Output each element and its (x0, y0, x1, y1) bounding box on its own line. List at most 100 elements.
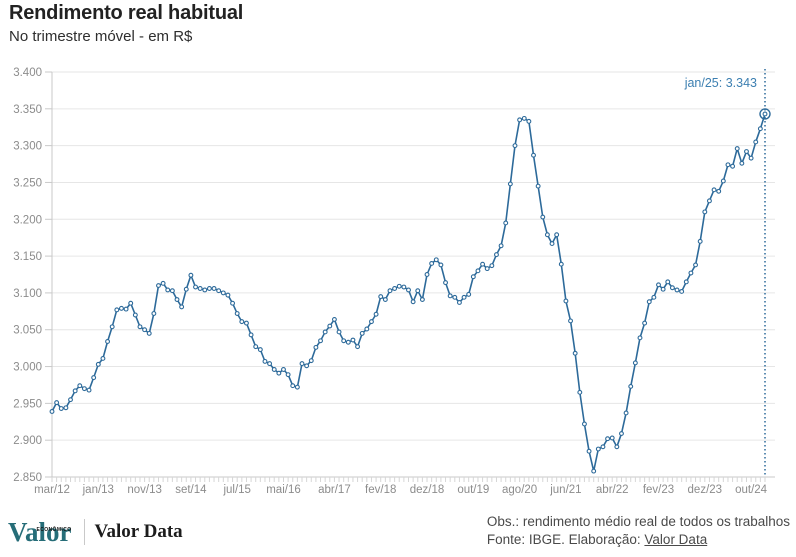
data-point-marker (619, 431, 624, 436)
x-tick-label: jun/21 (549, 484, 581, 496)
data-point-marker (734, 146, 740, 152)
data-point-marker (114, 307, 120, 313)
y-tick-label: 3.250 (13, 177, 42, 189)
y-tick-label: 3.100 (13, 288, 42, 300)
data-point-marker (470, 274, 476, 280)
data-point-marker (614, 444, 620, 450)
data-point-marker (443, 280, 448, 286)
valor-data-link[interactable]: Valor Data (644, 532, 708, 547)
valor-logo-text: Valor (8, 517, 72, 547)
data-point-marker (651, 294, 657, 300)
x-tick-label: out/19 (457, 484, 489, 496)
data-point-marker (531, 152, 536, 158)
data-point-marker (697, 238, 703, 244)
page-subtitle: No trimestre móvel - em R$ (9, 28, 193, 45)
data-point-marker (364, 326, 370, 332)
data-point-marker (54, 400, 60, 406)
data-point-marker (156, 283, 161, 288)
data-point-marker (572, 350, 578, 356)
data-point-marker (438, 262, 444, 268)
data-point-marker (558, 261, 564, 267)
data-point-marker (257, 347, 263, 353)
source-notes: Obs.: rendimento médio real de todos os … (487, 513, 790, 549)
data-point-marker (730, 163, 736, 169)
data-point-marker (239, 319, 245, 325)
data-point-marker (753, 139, 759, 145)
x-tick-label: abr/17 (318, 484, 351, 496)
data-point-marker (484, 266, 490, 272)
data-point-marker (262, 358, 268, 364)
data-point-marker (549, 241, 555, 247)
x-tick-label: dez/23 (688, 484, 723, 496)
data-point-marker (206, 286, 212, 291)
data-point-marker (568, 318, 573, 324)
data-point-marker (693, 262, 698, 268)
x-tick-label: nov/13 (127, 484, 162, 496)
chart-header: Rendimento real habitual No trimestre mó… (9, 2, 243, 45)
valor-economico-small-label: ECONÔMICO (36, 527, 72, 533)
x-tick-label: set/14 (175, 484, 207, 496)
data-point-marker (757, 126, 763, 132)
data-point-marker (396, 283, 402, 289)
data-point-marker (415, 288, 421, 294)
data-point-marker (642, 320, 648, 326)
data-point-marker (466, 291, 472, 297)
data-point-marker (748, 155, 754, 161)
data-point-marker (646, 299, 652, 305)
data-point-marker (669, 285, 675, 291)
data-point-marker (494, 252, 499, 258)
data-point-marker (341, 338, 347, 344)
data-point-marker (577, 389, 583, 395)
data-point-marker (461, 294, 467, 300)
data-point-marker (382, 297, 388, 302)
data-point-marker (267, 361, 273, 367)
data-point-marker (244, 320, 249, 326)
data-point-marker (304, 363, 310, 369)
data-point-marker (188, 272, 194, 278)
data-point-marker (276, 370, 282, 376)
data-point-marker (294, 384, 300, 390)
footer: ECONÔMICO Valor Valor Data Obs.: rendime… (8, 513, 790, 549)
data-point-marker (197, 286, 203, 291)
data-point-marker (447, 293, 453, 299)
data-point-marker (77, 383, 83, 389)
data-point-marker (581, 421, 587, 427)
data-point-marker (517, 117, 523, 123)
data-point-marker (392, 286, 398, 291)
data-point-marker (174, 297, 180, 302)
data-point-marker (142, 327, 148, 333)
annotation-label: jan/25: 3.343 (684, 76, 757, 90)
data-point-marker (540, 214, 546, 220)
data-point-marker (554, 232, 560, 238)
data-point-marker (63, 405, 69, 411)
data-point-marker (225, 292, 231, 298)
data-point-marker (475, 268, 481, 274)
source-prefix: Fonte: IBGE. Elaboração: (486, 532, 645, 547)
x-tick-label: jan/13 (82, 484, 114, 496)
data-point-marker (128, 300, 134, 306)
data-point-marker (151, 311, 157, 316)
data-point-marker (702, 209, 708, 215)
y-tick-label: 2.850 (13, 472, 42, 484)
data-point-marker (378, 294, 384, 300)
data-point-marker (526, 118, 532, 124)
data-point-marker (609, 435, 615, 441)
y-tick-label: 3.150 (13, 251, 42, 263)
data-point-marker (211, 286, 217, 291)
data-point-marker (503, 220, 509, 226)
data-point-marker (507, 181, 513, 187)
data-point-marker (373, 311, 379, 317)
data-point-marker (308, 358, 314, 364)
x-tick-label: ago/20 (502, 484, 537, 496)
data-point-marker (81, 386, 87, 392)
brand-block: ECONÔMICO Valor Valor Data (8, 517, 183, 547)
data-point-marker (683, 279, 689, 285)
data-point-marker (725, 162, 731, 168)
data-point-marker (544, 232, 550, 238)
data-point-marker (95, 361, 101, 367)
data-point-marker (285, 372, 291, 378)
data-point-marker (628, 383, 634, 389)
valor-data-brand: Valor Data (94, 521, 183, 542)
data-point-marker (563, 298, 569, 304)
last-point-ring (759, 108, 771, 120)
